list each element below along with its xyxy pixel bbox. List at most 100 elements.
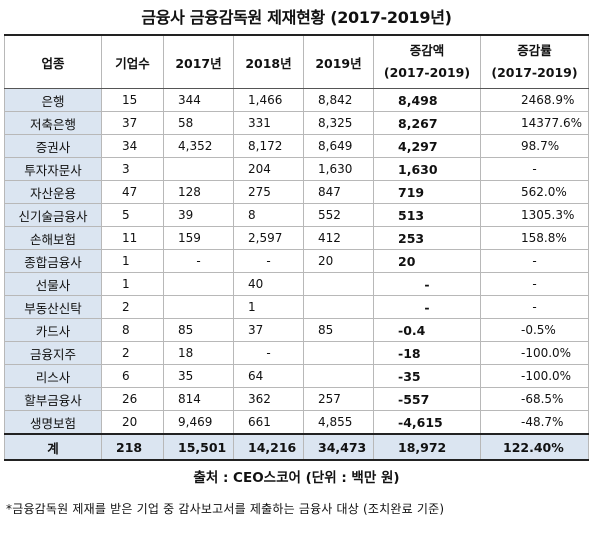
cell-2018: 8: [233, 203, 304, 227]
cell-2018: -: [233, 249, 304, 273]
cell-companies: 34: [101, 134, 164, 158]
cell-2018: -: [233, 341, 304, 365]
cell-2017: 18: [163, 341, 234, 365]
cell-2018: 204: [233, 157, 304, 181]
header-rate-line1: 증감률: [517, 43, 552, 58]
cell-industry: 신기술금융사: [4, 203, 102, 227]
footnote: *금융감독원 제재를 받은 기업 중 감사보고서를 제출하는 금융사 대상 (조…: [6, 502, 445, 516]
cell-2018: 1: [233, 295, 304, 319]
table-row: 부동산신탁 2 1 - -: [4, 295, 589, 319]
cell-2018: 2,597: [233, 226, 304, 250]
cell-2018: 362: [233, 387, 304, 411]
table-row: 증권사 34 4,352 8,172 8,649 4,297 98.7%: [4, 134, 589, 158]
cell-companies: 3: [101, 157, 164, 181]
cell-change: -0.4: [373, 318, 481, 342]
header-2018: 2018년: [233, 34, 304, 89]
cell-2017: [163, 272, 234, 296]
cell-2017: [163, 295, 234, 319]
cell-2019: 4,855: [303, 410, 374, 435]
cell-2018: 37: [233, 318, 304, 342]
cell-change: -557: [373, 387, 481, 411]
cell-change: 8,267: [373, 111, 481, 135]
total-2017: 15,501: [163, 433, 234, 461]
cell-2018: 275: [233, 180, 304, 204]
table-row: 저축은행 37 58 331 8,325 8,267 14377.6%: [4, 111, 589, 135]
cell-2018: 661: [233, 410, 304, 435]
cell-2019: 85: [303, 318, 374, 342]
header-change-line2: (2017-2019): [383, 65, 471, 80]
cell-2019: [303, 341, 374, 365]
table-row: 카드사 8 85 37 85 -0.4 -0.5%: [4, 318, 589, 342]
cell-2017: -: [163, 249, 234, 273]
cell-2019: 20: [303, 249, 374, 273]
cell-2017: 35: [163, 364, 234, 388]
cell-2017: 814: [163, 387, 234, 411]
cell-companies: 47: [101, 180, 164, 204]
cell-companies: 8: [101, 318, 164, 342]
cell-2017: 128: [163, 180, 234, 204]
cell-change: -: [373, 272, 481, 296]
table-row: 선물사 1 40 - -: [4, 272, 589, 296]
cell-industry: 카드사: [4, 318, 102, 342]
header-2017: 2017년: [163, 34, 234, 89]
cell-rate: 1305.3%: [480, 203, 589, 227]
cell-2018: 8,172: [233, 134, 304, 158]
cell-2018: 1,466: [233, 88, 304, 112]
cell-2019: 412: [303, 226, 374, 250]
cell-companies: 6: [101, 364, 164, 388]
cell-2019: 552: [303, 203, 374, 227]
table-title: 금융사 금융감독원 제재현황 (2017-2019년): [141, 8, 452, 27]
total-label: 계: [4, 433, 102, 461]
cell-2019: 1,630: [303, 157, 374, 181]
cell-2018: 331: [233, 111, 304, 135]
cell-change: 8,498: [373, 88, 481, 112]
table-row: 리스사 6 35 64 -35 -100.0%: [4, 364, 589, 388]
cell-industry: 종합금융사: [4, 249, 102, 273]
cell-rate: -: [480, 272, 589, 296]
cell-2019: [303, 295, 374, 319]
cell-2018: 40: [233, 272, 304, 296]
cell-industry: 손해보험: [4, 226, 102, 250]
header-row: 업종 기업수 2017년 2018년 2019년 증감액 (2017-2019)…: [4, 34, 589, 89]
cell-2019: 257: [303, 387, 374, 411]
cell-2017: 344: [163, 88, 234, 112]
table-body: 은행 1 5 344 1,466 8,842 8,498 2468.9% 저축은행 37 58 331…: [4, 88, 589, 435]
total-2018: 14,216: [233, 433, 304, 461]
cell-2017: [163, 157, 234, 181]
total-row: 계 218 15,501 14,216 34,473 18,972 122.40…: [4, 433, 589, 461]
cell-companies: 2: [101, 295, 164, 319]
cell-rate: -100.0%: [480, 364, 589, 388]
header-2019: 2019년: [303, 34, 374, 89]
cell-rate: -: [480, 295, 589, 319]
cell-2018: 64: [233, 364, 304, 388]
cell-rate: 98.7%: [480, 134, 589, 158]
cell-industry: 선물사: [4, 272, 102, 296]
table-row: 투자자문사 3 204 1,630 1,630-: [4, 157, 589, 181]
header-rate-line2: (2017-2019): [491, 65, 578, 80]
cell-companies: 20: [101, 410, 164, 435]
cell-change: 719: [373, 180, 481, 204]
cell-rate: 562.0%: [480, 180, 589, 204]
cell-2017: 39: [163, 203, 234, 227]
cell-2017: 4,352: [163, 134, 234, 158]
table-row: 금융지주 2 18- -18 -100.0%: [4, 341, 589, 365]
cell-industry: 은행: [4, 88, 102, 112]
cell-companies: 11: [101, 226, 164, 250]
cell-rate: -: [480, 249, 589, 273]
source-line: 출처 : CEO스코어 (단위 : 백만 원): [193, 470, 400, 486]
cell-change: 1,630: [373, 157, 481, 181]
cell-2017: 9,469: [163, 410, 234, 435]
cell-2019: 8,325: [303, 111, 374, 135]
cell-change: 4,297: [373, 134, 481, 158]
cell-change: 513: [373, 203, 481, 227]
cell-companies: 5: [101, 203, 164, 227]
cell-2019: 8,842: [303, 88, 374, 112]
cell-rate: 2468.9%: [480, 88, 589, 112]
header-industry: 업종: [4, 34, 102, 89]
cell-industry: 증권사: [4, 134, 102, 158]
cell-2017: 85: [163, 318, 234, 342]
table-row: 자산운용 47 128 275 847 719 562.0%: [4, 180, 589, 204]
cell-rate: 14377.6%: [480, 111, 589, 135]
cell-rate: -68.5%: [480, 387, 589, 411]
cell-rate: 158.8%: [480, 226, 589, 250]
